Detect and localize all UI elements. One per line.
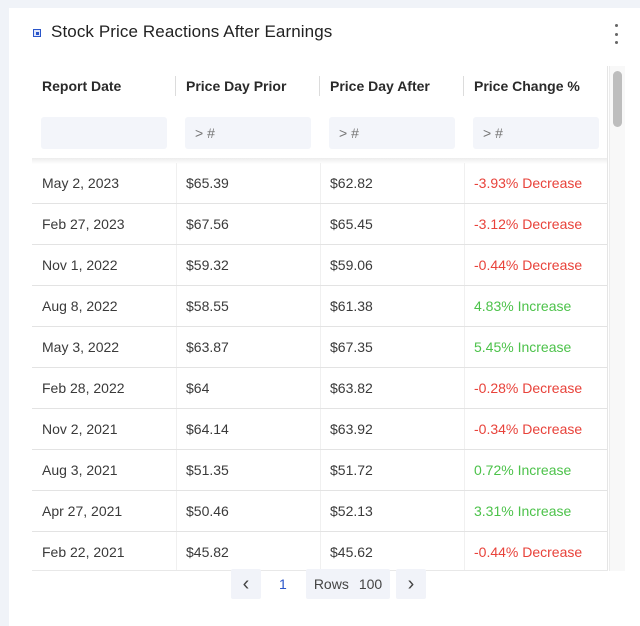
- table-row[interactable]: Feb 28, 2022 $64 $63.82 -0.28% Decrease: [32, 368, 608, 409]
- price-day-prior-cell: $50.46: [186, 503, 229, 519]
- price-day-after-cell: $59.06: [330, 257, 373, 273]
- rows-per-page-select[interactable]: Rows 100: [306, 569, 390, 599]
- table-row[interactable]: Nov 2, 2021 $64.14 $63.92 -0.34% Decreas…: [32, 409, 608, 450]
- price-day-prior-cell: $65.39: [186, 175, 229, 191]
- report-date-cell: May 2, 2023: [42, 175, 120, 191]
- price-day-prior-cell: $59.32: [186, 257, 229, 273]
- report-date-cell: Aug 8, 2022: [42, 298, 118, 314]
- table-right-border: [607, 66, 608, 571]
- price-day-after-cell: $63.82: [330, 380, 373, 396]
- report-date-cell: Nov 2, 2021: [42, 421, 118, 437]
- price-day-prior-filter-input[interactable]: [185, 117, 311, 149]
- vertical-scrollbar[interactable]: [609, 66, 625, 571]
- header-shadow: [32, 158, 608, 164]
- filter-row: [32, 106, 608, 158]
- price-day-prior-cell: $58.55: [186, 298, 229, 314]
- widget-header: Stock Price Reactions After Earnings: [9, 8, 640, 60]
- current-page-number[interactable]: 1: [279, 576, 287, 592]
- table-header: Report Date Price Day Prior Price Day Af…: [32, 66, 608, 106]
- price-day-after-cell: $51.72: [330, 462, 373, 478]
- price-day-after-cell: $67.35: [330, 339, 373, 355]
- report-date-cell: Feb 27, 2023: [42, 216, 125, 232]
- report-date-filter-input[interactable]: [41, 117, 167, 149]
- price-day-prior-cell: $45.82: [186, 544, 229, 560]
- price-day-after-cell: $63.92: [330, 421, 373, 437]
- price-day-after-cell: $65.45: [330, 216, 373, 232]
- report-date-cell: May 3, 2022: [42, 339, 120, 355]
- price-day-after-cell: $52.13: [330, 503, 373, 519]
- column-header-price-day-after[interactable]: Price Day After: [330, 78, 430, 94]
- price-day-after-filter-input[interactable]: [329, 117, 455, 149]
- report-date-cell: Aug 3, 2021: [42, 462, 118, 478]
- price-change-cell: -3.12% Decrease: [474, 216, 583, 232]
- table-body: May 2, 2023 $65.39 $62.82 -3.93% Decreas…: [32, 163, 608, 571]
- widget-square-icon: [33, 29, 41, 37]
- price-day-prior-cell: $64.14: [186, 421, 229, 437]
- price-change-cell: 4.83% Increase: [474, 298, 572, 314]
- column-resize-handle[interactable]: [463, 76, 464, 96]
- column-header-price-change[interactable]: Price Change %: [474, 78, 580, 94]
- price-day-after-cell: $61.38: [330, 298, 373, 314]
- kebab-menu-icon[interactable]: [609, 24, 623, 44]
- price-change-cell: -0.34% Decrease: [474, 421, 583, 437]
- next-page-button[interactable]: ›: [396, 569, 426, 599]
- price-day-prior-cell: $67.56: [186, 216, 229, 232]
- widget-title: Stock Price Reactions After Earnings: [51, 22, 333, 41]
- price-day-prior-cell: $63.87: [186, 339, 229, 355]
- prev-page-button[interactable]: ‹: [231, 569, 261, 599]
- report-date-cell: Feb 28, 2022: [42, 380, 125, 396]
- price-change-cell: -0.28% Decrease: [474, 380, 583, 396]
- price-day-prior-cell: $51.35: [186, 462, 229, 478]
- scrollbar-thumb[interactable]: [613, 71, 622, 127]
- price-day-after-cell: $45.62: [330, 544, 373, 560]
- table-row[interactable]: Feb 22, 2021 $45.82 $45.62 -0.44% Decrea…: [32, 532, 608, 571]
- table-row[interactable]: Nov 1, 2022 $59.32 $59.06 -0.44% Decreas…: [32, 245, 608, 286]
- rows-value: 100: [358, 576, 383, 592]
- table-row[interactable]: Aug 8, 2022 $58.55 $61.38 4.83% Increase: [32, 286, 608, 327]
- table-row[interactable]: Feb 27, 2023 $67.56 $65.45 -3.12% Decrea…: [32, 204, 608, 245]
- table-row[interactable]: Aug 3, 2021 $51.35 $51.72 0.72% Increase: [32, 450, 608, 491]
- column-header-price-day-prior[interactable]: Price Day Prior: [186, 78, 287, 94]
- rows-label: Rows: [313, 576, 349, 592]
- column-resize-handle[interactable]: [319, 76, 320, 96]
- price-day-after-cell: $62.82: [330, 175, 373, 191]
- report-date-cell: Nov 1, 2022: [42, 257, 118, 273]
- price-change-cell: 5.45% Increase: [474, 339, 572, 355]
- price-change-cell: 0.72% Increase: [474, 462, 572, 478]
- report-date-cell: Feb 22, 2021: [42, 544, 125, 560]
- table-row[interactable]: Apr 27, 2021 $50.46 $52.13 3.31% Increas…: [32, 491, 608, 532]
- price-change-cell: -0.44% Decrease: [474, 257, 583, 273]
- chevron-left-icon: ‹: [242, 572, 250, 595]
- table-row[interactable]: May 2, 2023 $65.39 $62.82 -3.93% Decreas…: [32, 163, 608, 204]
- price-change-filter-input[interactable]: [473, 117, 599, 149]
- earnings-table: Report Date Price Day Prior Price Day Af…: [32, 66, 608, 571]
- price-change-cell: 3.31% Increase: [474, 503, 572, 519]
- column-resize-handle[interactable]: [175, 76, 176, 96]
- price-change-cell: -0.44% Decrease: [474, 544, 583, 560]
- widget-card: Stock Price Reactions After Earnings Rep…: [9, 8, 640, 626]
- column-header-report-date[interactable]: Report Date: [42, 78, 122, 94]
- table-row[interactable]: May 3, 2022 $63.87 $67.35 5.45% Increase: [32, 327, 608, 368]
- report-date-cell: Apr 27, 2021: [42, 503, 123, 519]
- price-change-cell: -3.93% Decrease: [474, 175, 583, 191]
- price-day-prior-cell: $64: [186, 380, 210, 396]
- chevron-right-icon: ›: [407, 572, 415, 595]
